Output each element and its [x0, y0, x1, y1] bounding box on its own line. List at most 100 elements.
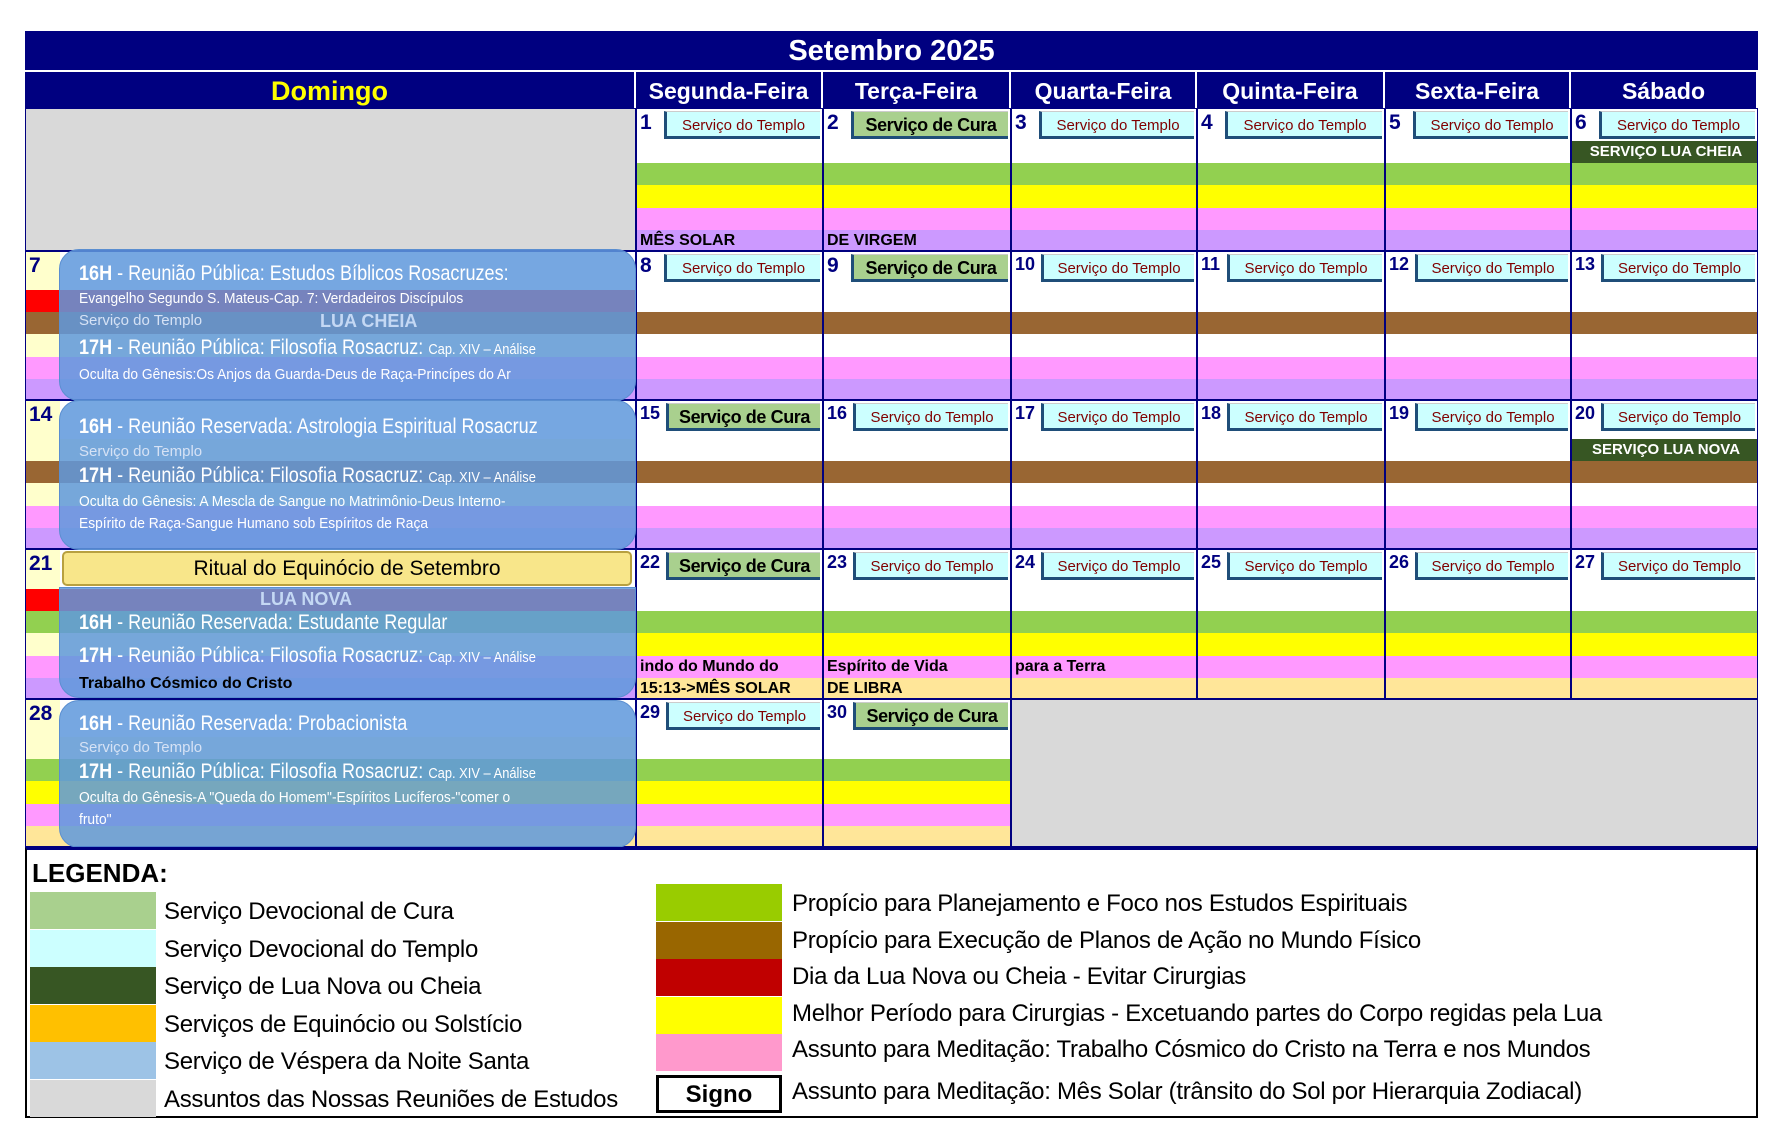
calendar-day-cell[interactable]: 8 Serviço do Templo — [636, 251, 823, 400]
day-number: 5 — [1389, 111, 1401, 134]
temple-service-badge[interactable]: Serviço do Templo — [1225, 111, 1382, 139]
color-band — [637, 312, 822, 335]
healing-service-badge[interactable]: Serviço de Cura — [666, 403, 820, 431]
color-band — [824, 589, 1010, 612]
color-band — [824, 378, 1010, 399]
temple-service-badge[interactable]: Serviço do Templo — [1041, 552, 1194, 580]
color-band — [1572, 312, 1757, 335]
color-band — [637, 185, 822, 208]
calendar-day-cell[interactable]: DE VIRGEM 2 Serviço de Cura — [823, 108, 1011, 251]
color-band — [824, 185, 1010, 208]
meeting-overlay-week-2[interactable]: 16H - Reunião Pública: Estudos Bíblicos … — [59, 249, 636, 401]
temple-service-badge[interactable]: Serviço do Templo — [1227, 403, 1382, 431]
color-band — [824, 527, 1010, 548]
event-16h: 16H - Reunião Reservada: Estudante Regul… — [79, 611, 448, 634]
calendar-day-cell[interactable]: 25 Serviço do Templo — [1197, 549, 1385, 699]
temple-service-badge[interactable]: Serviço do Templo — [664, 254, 820, 282]
color-band — [1198, 655, 1384, 678]
calendar-day-cell[interactable]: 9 Serviço de Cura — [823, 251, 1011, 400]
calendar-day-cell[interactable]: 12 Serviço do Templo — [1385, 251, 1571, 400]
color-band — [1198, 439, 1384, 462]
calendar-day-cell[interactable]: 4 Serviço do Templo — [1197, 108, 1385, 251]
calendar-day-cell[interactable]: 3 Serviço do Templo — [1011, 108, 1197, 251]
calendar-day-cell[interactable]: indo do Mundo do 15:13->MÊS SOLAR 22 Serviç… — [636, 549, 823, 699]
day-number: 20 — [1575, 403, 1596, 423]
temple-service-badge[interactable]: Serviço do Templo — [1413, 111, 1568, 139]
temple-service-badge[interactable]: Serviço do Templo — [666, 702, 820, 730]
color-band — [1012, 207, 1196, 230]
healing-service-badge[interactable]: Serviço de Cura — [851, 254, 1008, 282]
meeting-overlay-week-3[interactable]: 16H - Reunião Reservada: Astrologia Espi… — [59, 400, 636, 550]
calendar-day-cell[interactable]: 5 Serviço do Templo — [1385, 108, 1571, 251]
calendar-day-cell-sunday[interactable] — [25, 108, 636, 251]
calendar-day-cell[interactable]: 26 Serviço do Templo — [1385, 549, 1571, 699]
calendar-day-cell[interactable]: 17 Serviço do Templo — [1011, 400, 1197, 549]
weekday-header-6: Sábado — [1571, 72, 1758, 108]
color-band — [637, 290, 822, 313]
legend-swatch — [30, 892, 156, 929]
day-number: 22 — [640, 552, 661, 572]
color-band — [1572, 589, 1757, 612]
temple-service-badge[interactable]: Serviço do Templo — [1415, 552, 1568, 580]
healing-service-badge[interactable]: Serviço de Cura — [851, 111, 1008, 139]
temple-service-badge[interactable]: Serviço do Templo — [1041, 254, 1194, 282]
temple-service-badge[interactable]: Serviço do Templo — [1601, 403, 1755, 431]
day-number: 4 — [1201, 111, 1213, 134]
color-band — [1386, 207, 1570, 230]
calendar-day-cell[interactable]: 29 Serviço do Templo — [636, 699, 823, 847]
temple-service-badge[interactable]: Serviço do Templo — [1415, 254, 1568, 282]
meeting-overlay-week-4[interactable]: LUA NOVA 16H - Reunião Reservada: Estuda… — [59, 587, 636, 698]
calendar-day-cell[interactable]: para a Terra 24 Serviço do Templo — [1011, 549, 1197, 699]
calendar-day-cell[interactable]: SERVIÇO LUA NOVA 20 Serviço do Templo — [1571, 400, 1758, 549]
calendar-day-cell[interactable]: Espírito de Vida DE LIBRA 23 Serviço do Tem… — [823, 549, 1011, 699]
color-band — [637, 439, 822, 462]
calendar-day-cell[interactable]: 15 Serviço de Cura — [636, 400, 823, 549]
meditation-topic-text: Trabalho Cósmico do Cristo — [79, 675, 293, 692]
calendar-day-cell[interactable]: 11 Serviço do Templo — [1197, 251, 1385, 400]
color-band — [637, 633, 822, 656]
temple-service-badge[interactable]: Serviço do Templo — [1041, 403, 1194, 431]
day-number: 7 — [29, 254, 41, 277]
calendar-day-cell[interactable]: 18 Serviço do Templo — [1197, 400, 1385, 549]
color-band — [1386, 589, 1570, 612]
healing-service-badge[interactable]: Serviço de Cura — [853, 702, 1008, 730]
temple-service-badge[interactable]: Serviço do Templo — [1227, 254, 1382, 282]
color-band — [1012, 483, 1196, 506]
hidden-service-label: Serviço do Templo — [79, 312, 203, 329]
legend-label: Dia da Lua Nova ou Cheia - Evitar Cirurg… — [792, 963, 1246, 990]
day-number: 21 — [29, 552, 53, 575]
temple-service-badge[interactable]: Serviço do Templo — [1601, 254, 1755, 282]
calendar-day-cell[interactable]: 16 Serviço do Templo — [823, 400, 1011, 549]
calendar-day-cell[interactable]: 27 Serviço do Templo — [1571, 549, 1758, 699]
color-band — [1012, 229, 1196, 250]
calendar-day-cell[interactable]: SERVIÇO LUA CHEIA 6 Serviço do Templo — [1571, 108, 1758, 251]
meeting-overlay-week-5[interactable]: 16H - Reunião Reservada: Probacionista S… — [59, 700, 636, 848]
temple-service-badge[interactable]: Serviço do Templo — [853, 403, 1008, 431]
color-band — [1386, 655, 1570, 678]
temple-service-badge[interactable]: Serviço do Templo — [1599, 111, 1755, 139]
temple-service-badge[interactable]: Serviço do Templo — [1415, 403, 1568, 431]
equinox-ritual-banner[interactable]: Ritual do Equinócio de Setembro — [62, 551, 632, 586]
temple-service-badge[interactable]: Serviço do Templo — [664, 111, 820, 139]
temple-service-badge[interactable]: Serviço do Templo — [853, 552, 1008, 580]
calendar-day-cell[interactable]: 10 Serviço do Templo — [1011, 251, 1197, 400]
color-band — [1386, 163, 1570, 186]
color-band — [1572, 207, 1757, 230]
event-16h: 16H - Reunião Pública: Estudos Bíblicos … — [79, 262, 509, 285]
healing-service-badge[interactable]: Serviço de Cura — [666, 552, 820, 580]
event-17h-detail: Oculta do Gênesis-A "Queda do Homem"-Esp… — [79, 789, 511, 806]
temple-service-badge[interactable]: Serviço do Templo — [1601, 552, 1755, 580]
color-band — [1012, 163, 1196, 186]
event-16h: 16H - Reunião Reservada: Probacionista — [79, 712, 408, 735]
temple-service-badge[interactable]: Serviço do Templo — [1039, 111, 1194, 139]
color-band — [1386, 141, 1570, 164]
calendar-day-cell[interactable]: 13 Serviço do Templo — [1571, 251, 1758, 400]
calendar-day-cell[interactable]: 19 Serviço do Templo — [1385, 400, 1571, 549]
legend: LEGENDA: Signo Assunto para Meditação: M… — [25, 847, 1758, 1118]
color-band — [1198, 677, 1384, 698]
color-band — [1012, 290, 1196, 313]
calendar-day-cell[interactable]: 30 Serviço de Cura — [823, 699, 1011, 847]
temple-service-badge[interactable]: Serviço do Templo — [1227, 552, 1382, 580]
calendar-day-cell[interactable]: MÊS SOLAR 1 Serviço do Templo — [636, 108, 823, 251]
color-band — [637, 356, 822, 379]
